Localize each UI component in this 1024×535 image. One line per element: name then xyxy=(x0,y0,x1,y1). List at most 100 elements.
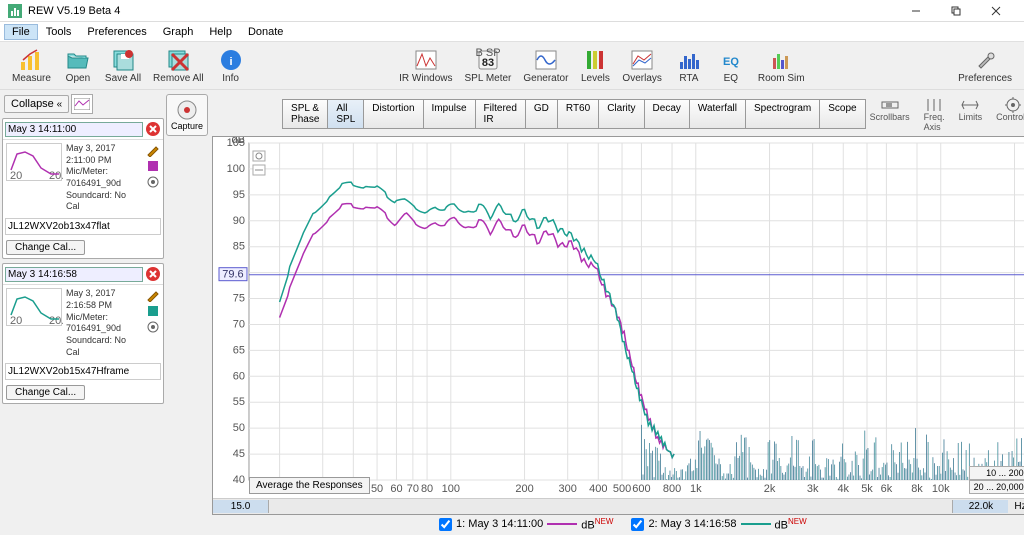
remove-all-button[interactable]: Remove All xyxy=(147,46,210,86)
graph-tab-impulse[interactable]: Impulse xyxy=(423,99,475,129)
limits-button[interactable]: Limits xyxy=(955,94,987,134)
graph-tab-clarity[interactable]: Clarity xyxy=(598,99,643,129)
overlays-button[interactable]: Overlays xyxy=(616,46,667,86)
svg-text:EQ: EQ xyxy=(723,56,739,68)
eq-button[interactable]: EQEQ xyxy=(710,46,752,86)
graph-tab-rt-[interactable]: RT60 xyxy=(557,99,598,129)
collapse-button[interactable]: Collapse « xyxy=(4,95,69,113)
average-responses-button[interactable]: Average the Responses xyxy=(249,477,370,494)
graph-tab-distortion[interactable]: Distortion xyxy=(363,99,422,129)
spl-meter-button[interactable]: dB SPL83SPL Meter xyxy=(459,46,518,86)
svg-text:55: 55 xyxy=(233,396,245,408)
svg-text:95: 95 xyxy=(233,189,245,201)
graph-tab-filtered-ir[interactable]: Filtered IR xyxy=(475,99,525,129)
color-icon[interactable] xyxy=(146,304,160,318)
generator-button[interactable]: Generator xyxy=(517,46,574,86)
menu-help[interactable]: Help xyxy=(201,24,240,40)
room-sim-icon xyxy=(769,48,793,72)
eq-icon: EQ xyxy=(719,48,743,72)
menu-tools[interactable]: Tools xyxy=(38,24,80,40)
spl-chart[interactable]: 404550556065707580859095100105dB20304050… xyxy=(213,137,1024,498)
measurement-name-field[interactable] xyxy=(5,363,161,380)
graph-tab-spl-phase[interactable]: SPL & Phase xyxy=(282,99,327,129)
maximize-button[interactable] xyxy=(936,0,976,22)
legend-swatch xyxy=(741,523,771,525)
change-cal-button[interactable]: Change Cal... xyxy=(6,385,85,400)
capture-button[interactable]: Capture xyxy=(166,94,208,136)
svg-text:60: 60 xyxy=(390,483,402,495)
levels-button[interactable]: Levels xyxy=(574,46,616,86)
graph-tab-scope[interactable]: Scope xyxy=(819,99,865,129)
svg-text:i: i xyxy=(229,56,232,68)
legend-checkbox[interactable] xyxy=(439,518,452,531)
scrollbars-icon xyxy=(880,96,900,112)
x-unit-label: Hz xyxy=(1008,501,1024,512)
range-box[interactable]: 10 ... 200 xyxy=(969,466,1024,480)
svg-text:83: 83 xyxy=(482,57,494,69)
preferences-button[interactable]: Preferences xyxy=(952,46,1018,86)
range-box[interactable]: 20 ... 20,000 xyxy=(969,480,1024,494)
measurement-card[interactable]: 2020.0k May 3, 2017 2:11:00 PMMic/Meter:… xyxy=(2,118,164,259)
svg-text:50: 50 xyxy=(233,422,245,434)
color-icon[interactable] xyxy=(146,159,160,173)
remove-all-icon xyxy=(166,48,190,72)
save-all-button[interactable]: Save All xyxy=(99,46,147,86)
minimize-button[interactable] xyxy=(896,0,936,22)
edit-icon[interactable] xyxy=(146,143,160,157)
graph-tab-all-spl[interactable]: All SPL xyxy=(327,99,363,129)
rta-icon xyxy=(677,48,701,72)
menu-donate[interactable]: Donate xyxy=(240,24,291,40)
svg-text:20.0k: 20.0k xyxy=(49,170,63,182)
room-sim-button[interactable]: Room Sim xyxy=(752,46,811,86)
edit-icon[interactable] xyxy=(146,288,160,302)
svg-text:90: 90 xyxy=(233,215,245,227)
measure-button[interactable]: Measure xyxy=(6,46,57,86)
svg-text:65: 65 xyxy=(233,344,245,356)
svg-text:100: 100 xyxy=(442,483,460,495)
freq-axis-button[interactable]: Freq. Axis xyxy=(920,94,949,134)
app-icon xyxy=(8,4,22,18)
graph-tab-spectrogram[interactable]: Spectrogram xyxy=(745,99,819,129)
measurement-name-field[interactable] xyxy=(5,218,161,235)
graph-tab-waterfall[interactable]: Waterfall xyxy=(689,99,745,129)
svg-text:dB: dB xyxy=(232,137,245,146)
menubar: FileToolsPreferencesGraphHelpDonate xyxy=(0,22,1024,42)
measurement-card[interactable]: 2020.0k May 3, 2017 2:16:58 PMMic/Meter:… xyxy=(2,263,164,404)
x-min-field[interactable]: 15.0 xyxy=(213,500,269,513)
settings-icon[interactable] xyxy=(146,175,160,189)
legend-item[interactable]: 1: May 3 14:11:00 dBNEW xyxy=(439,517,613,532)
measurement-thumbnail: 2020.0k xyxy=(6,288,62,326)
svg-text:79.6: 79.6 xyxy=(222,269,243,281)
delete-measurement-icon[interactable] xyxy=(145,121,161,137)
menu-preferences[interactable]: Preferences xyxy=(79,24,154,40)
thumbnail-toggle[interactable] xyxy=(71,94,93,114)
ir-windows-icon xyxy=(414,48,438,72)
spl-meter-icon: dB SPL83 xyxy=(476,48,500,72)
measurement-time-field[interactable] xyxy=(5,267,143,282)
legend-checkbox[interactable] xyxy=(631,518,644,531)
controls-button[interactable]: Controls xyxy=(992,94,1024,134)
change-cal-button[interactable]: Change Cal... xyxy=(6,240,85,255)
graph-tab-gd[interactable]: GD xyxy=(525,99,557,129)
legend-swatch xyxy=(547,523,577,525)
info-button[interactable]: iInfo xyxy=(210,46,252,86)
svg-text:100: 100 xyxy=(227,163,245,175)
close-button[interactable] xyxy=(976,0,1016,22)
menu-file[interactable]: File xyxy=(4,24,38,40)
open-button[interactable]: Open xyxy=(57,46,99,86)
svg-text:5k: 5k xyxy=(861,483,873,495)
measurement-time-field[interactable] xyxy=(5,122,143,137)
graph-tab-decay[interactable]: Decay xyxy=(644,99,689,129)
x-max-field[interactable]: 22.0k xyxy=(952,500,1008,513)
legend-item[interactable]: 2: May 3 14:16:58 dBNEW xyxy=(631,517,806,532)
limits-icon xyxy=(960,96,980,112)
overlays-icon xyxy=(630,48,654,72)
scrollbars-button[interactable]: Scrollbars xyxy=(866,94,914,134)
ir-windows-button[interactable]: IR Windows xyxy=(393,46,458,86)
svg-text:1k: 1k xyxy=(690,483,702,495)
settings-icon[interactable] xyxy=(146,320,160,334)
menu-graph[interactable]: Graph xyxy=(155,24,202,40)
svg-text:10k: 10k xyxy=(932,483,950,495)
delete-measurement-icon[interactable] xyxy=(145,266,161,282)
rta-button[interactable]: RTA xyxy=(668,46,710,86)
